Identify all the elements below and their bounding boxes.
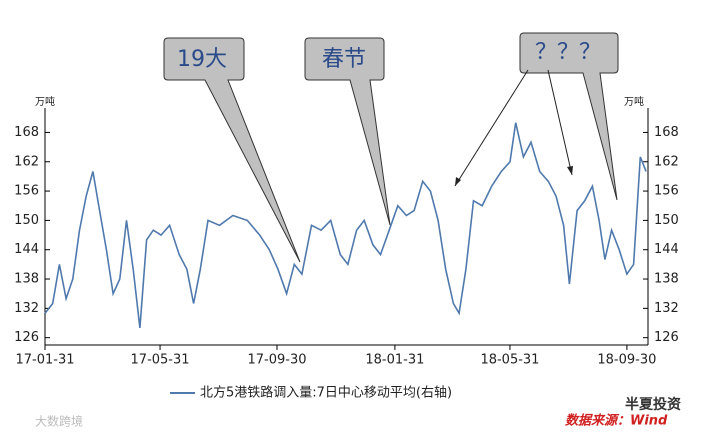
x-tick-label: 18-05-31 [480, 353, 539, 368]
x-tick-label: 17-05-31 [131, 353, 190, 368]
arrow [547, 69, 573, 176]
callout-text: ？？？ [535, 40, 601, 65]
x-tick-label: 17-09-30 [247, 353, 306, 368]
legend-label: 北方5港铁路调入量:7日中心移动平均(右轴) [200, 385, 452, 401]
y2-axis-label: 万吨 [624, 95, 644, 108]
y2-tick-label: 156 [654, 184, 679, 199]
x-tick-label: 18-01-31 [365, 353, 424, 368]
y2-tick-label: 150 [654, 213, 679, 228]
line-series [44, 122, 647, 328]
y-tick-label: 126 [14, 330, 39, 345]
y2-tick-label: 168 [654, 125, 679, 140]
watermark: 大数跨境 [35, 414, 83, 429]
callout: ？？？ [454, 32, 619, 201]
y-tick-label: 144 [14, 242, 39, 257]
y2-tick-label: 126 [654, 330, 679, 345]
arrow [454, 69, 529, 187]
y2-tick-label: 132 [654, 301, 679, 316]
x-tick-label: 18-09-30 [597, 353, 656, 368]
y-tick-label: 162 [14, 154, 39, 169]
arrowhead [567, 166, 573, 175]
callout-text: 19大 [177, 47, 227, 72]
callout: 春节 [304, 37, 391, 226]
arrowhead [455, 177, 461, 186]
y2-tick-label: 162 [654, 154, 679, 169]
y-tick-label: 168 [14, 125, 39, 140]
y-tick-label: 156 [14, 184, 39, 199]
y2-tick-label: 138 [654, 272, 679, 287]
source: 数据来源：Wind [565, 413, 668, 429]
y-tick-label: 132 [14, 301, 39, 316]
y-tick-label: 138 [14, 272, 39, 287]
y-axis-label: 万吨 [35, 95, 55, 108]
callout: 19大 [163, 37, 301, 263]
callout-text: 春节 [322, 47, 366, 72]
y2-tick-label: 144 [654, 242, 679, 257]
watermark: 半夏投资 [625, 396, 681, 413]
y-tick-label: 150 [14, 213, 39, 228]
x-tick-label: 17-01-31 [15, 353, 74, 368]
